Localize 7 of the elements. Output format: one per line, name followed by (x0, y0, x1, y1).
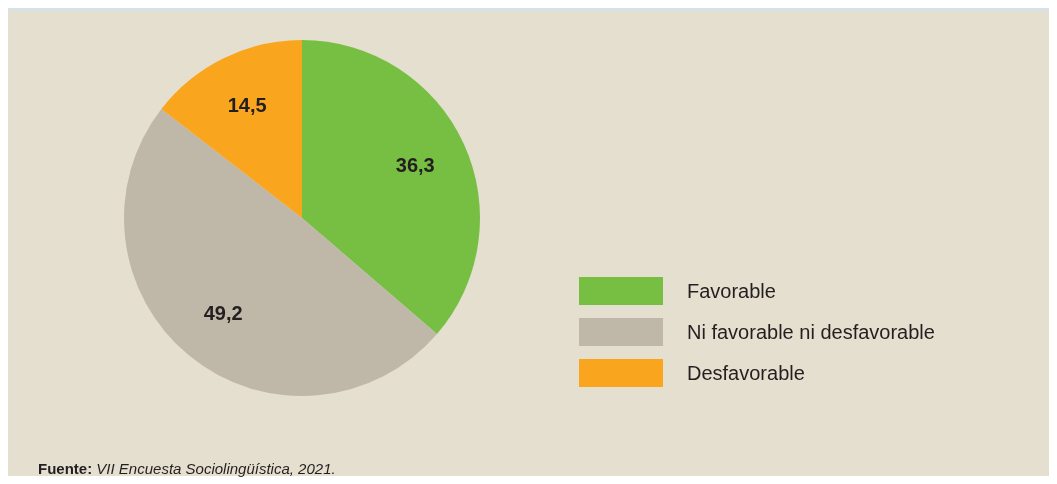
legend-label: Favorable (687, 279, 776, 303)
data-label: 36,3 (395, 153, 435, 176)
data-label: 14,5 (227, 93, 267, 116)
data-label: 49,2 (203, 302, 243, 325)
legend-label: Desfavorable (687, 361, 805, 385)
legend-label: Ni favorable ni desfavorable (687, 320, 935, 344)
source-note: Fuente: VII Encuesta Sociolingüística, 2021. (38, 460, 336, 477)
